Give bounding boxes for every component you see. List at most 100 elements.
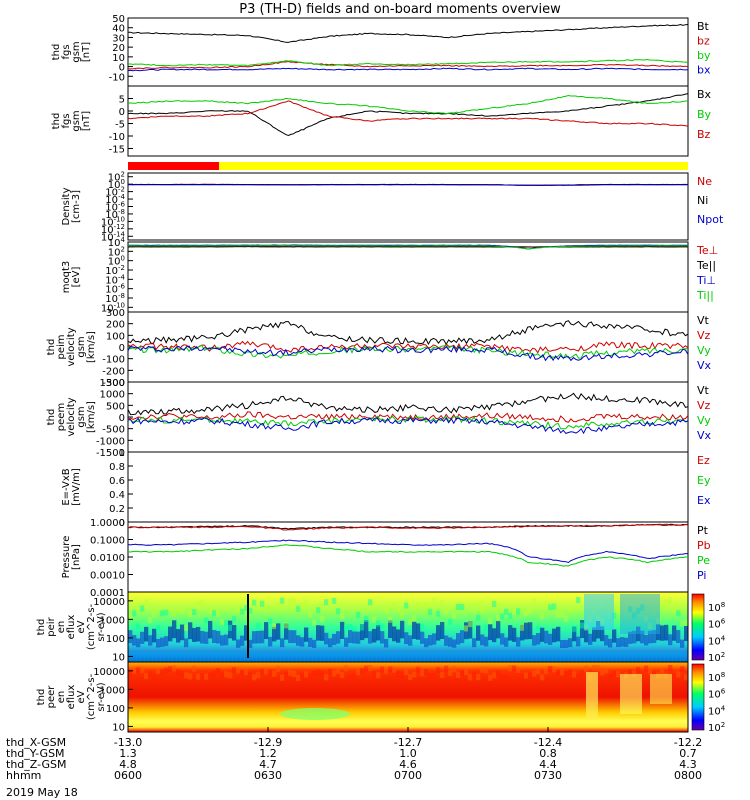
spectrogram-cell [480, 634, 485, 646]
spectrogram-cell [240, 670, 245, 677]
spectrogram-cell [184, 652, 189, 662]
y-tick-label: -500 [102, 425, 125, 436]
spectrogram-cell [604, 667, 609, 674]
spectrogram-cell [340, 621, 345, 639]
y-axis-label: gsm [71, 110, 82, 131]
spectrogram-cell [356, 652, 361, 662]
spectrogram-cell [312, 670, 317, 677]
spectrogram-cell [652, 630, 657, 644]
spectrogram-cell [372, 616, 377, 623]
spectrogram-cell [684, 674, 689, 681]
spectrogram-cell [536, 652, 541, 662]
y-tick-label: 40 [112, 24, 125, 35]
spectrogram-cell [132, 635, 137, 646]
series-vz-line [127, 411, 689, 423]
spectrogram-cell [368, 631, 373, 644]
spectrogram-cell [156, 638, 161, 648]
spectrogram-cell [500, 633, 505, 645]
spectrogram-cell [604, 652, 609, 662]
spectrogram-cell [448, 618, 453, 625]
x-row-value: -12.7 [394, 736, 422, 749]
y-tick-label: 104 [108, 236, 126, 249]
spectrogram-cell [676, 630, 681, 644]
spectrogram-cell [400, 612, 405, 619]
spectrogram-cell [540, 627, 545, 642]
spectrogram-cell [248, 652, 253, 662]
spectrogram-cell [412, 671, 417, 678]
spectrogram-cell [320, 652, 325, 662]
spectrogram-cell [588, 652, 593, 662]
series-ti-line [127, 244, 689, 250]
y-tick-label: 0 [119, 518, 125, 529]
spectrogram-cell [156, 667, 161, 674]
spectrogram-cell [624, 652, 629, 662]
spectrogram-cell [620, 594, 660, 634]
spectrogram-cell [372, 652, 377, 662]
y-tick-label: -300 [102, 378, 125, 389]
spectrogram-cell [440, 671, 445, 678]
spectrogram-cell [476, 625, 481, 641]
spectrogram-cell [236, 606, 241, 613]
spectrogram-cell [396, 652, 401, 662]
spectrogram-cell [456, 633, 461, 645]
spectrogram-cell [316, 669, 321, 676]
spectrogram-cell [324, 652, 329, 662]
spectrogram-cell [128, 652, 133, 662]
spectrogram-cell [620, 652, 625, 662]
spectrogram-cell [220, 672, 225, 679]
panel-frame [127, 241, 689, 313]
spectrogram-cell [648, 668, 653, 675]
y-axis-label: Density [61, 187, 72, 225]
legend-vz: Vz [697, 399, 711, 412]
spectrogram-cell [484, 624, 489, 631]
y-axis-label: velocity [66, 397, 77, 436]
spectrogram-cell [264, 604, 269, 611]
spectrogram-cell [212, 652, 217, 662]
spectrogram-cell [220, 652, 225, 662]
spectrogram-cell [432, 633, 437, 645]
spectrogram-cell [172, 652, 177, 662]
spectrogram-cell [368, 652, 373, 662]
spectrogram-cell [572, 671, 577, 678]
spectrogram-cell [480, 652, 485, 662]
spectrogram-cell [380, 652, 385, 662]
spectrogram-cell [348, 624, 353, 631]
spectrogram-cell [524, 610, 529, 617]
spectrogram-cell [504, 637, 509, 647]
legend-bx: Bx [697, 88, 712, 101]
spectrogram-cell [148, 617, 153, 624]
spectrogram-cell [612, 612, 617, 619]
y-axis-label: peir [46, 616, 57, 636]
x-row-value: 0600 [114, 769, 142, 782]
spectrogram-cell [288, 669, 293, 676]
spectrogram-cell [152, 628, 157, 643]
spectrogram-cell [512, 627, 517, 642]
spectrogram-cell [420, 670, 425, 677]
spectrogram-cell [172, 620, 177, 639]
spectrogram-cell [244, 652, 249, 662]
series-vx-line [127, 345, 689, 362]
spectrogram-cell [536, 633, 541, 645]
spectrogram-cell [616, 607, 621, 614]
spectrogram-cell [380, 623, 385, 630]
spectrogram-cell [156, 625, 161, 632]
colorbar-tick-label: 106 [708, 618, 726, 631]
legend-vy: Vy [697, 414, 711, 427]
spectrogram-cell [368, 599, 373, 606]
spectrogram-cell [632, 670, 637, 677]
spectrogram-cell [176, 652, 181, 662]
spectrogram-cell [196, 626, 201, 642]
spectrogram-cell [316, 607, 321, 614]
y-tick-label: 10000 [93, 597, 125, 608]
spectrogram-cell [344, 665, 349, 672]
spectrogram-cell [424, 601, 429, 608]
x-row-value: 0630 [254, 769, 282, 782]
spectrogram-cell [228, 652, 233, 662]
spectrogram-cell [548, 604, 553, 611]
spectrogram-cell [164, 667, 169, 674]
spectrogram-cell [444, 608, 449, 615]
spectrogram-cell [376, 620, 381, 627]
legend-ne: Ne [697, 175, 712, 188]
y-tick-label: 0.0010 [90, 571, 125, 582]
